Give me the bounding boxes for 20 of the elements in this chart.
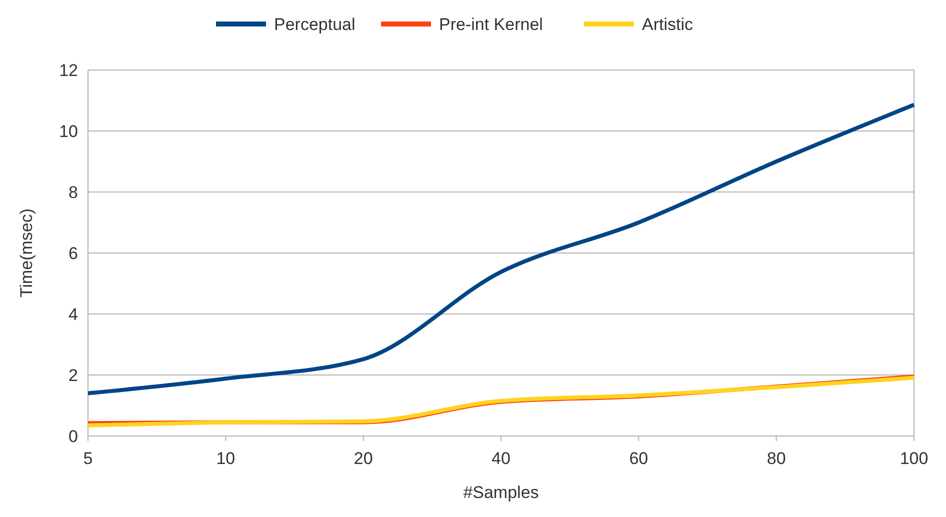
legend-label: Pre-int Kernel xyxy=(439,15,543,34)
y-axis-title: Time(msec) xyxy=(17,208,36,298)
y-tick-label: 12 xyxy=(59,60,78,80)
x-tick-label: 5 xyxy=(83,449,93,468)
x-tick-label: 80 xyxy=(766,449,786,468)
x-tick-label: 100 xyxy=(900,449,928,468)
y-tick-label: 6 xyxy=(68,244,78,263)
legend-label: Perceptual xyxy=(274,15,356,34)
y-tick-label: 8 xyxy=(68,182,78,202)
x-axis-title: #Samples xyxy=(463,483,539,502)
x-tick-label: 10 xyxy=(216,449,236,468)
legend-label: Artistic xyxy=(642,15,694,34)
y-tick-label: 4 xyxy=(68,304,78,324)
x-tick-label: 20 xyxy=(354,449,373,468)
x-tick-label: 60 xyxy=(629,449,648,468)
y-tick-label: 2 xyxy=(68,366,78,385)
line-series xyxy=(86,102,916,396)
y-tick-label: 10 xyxy=(59,122,78,141)
y-tick-label: 0 xyxy=(68,426,78,446)
x-tick-label: 40 xyxy=(492,449,510,468)
